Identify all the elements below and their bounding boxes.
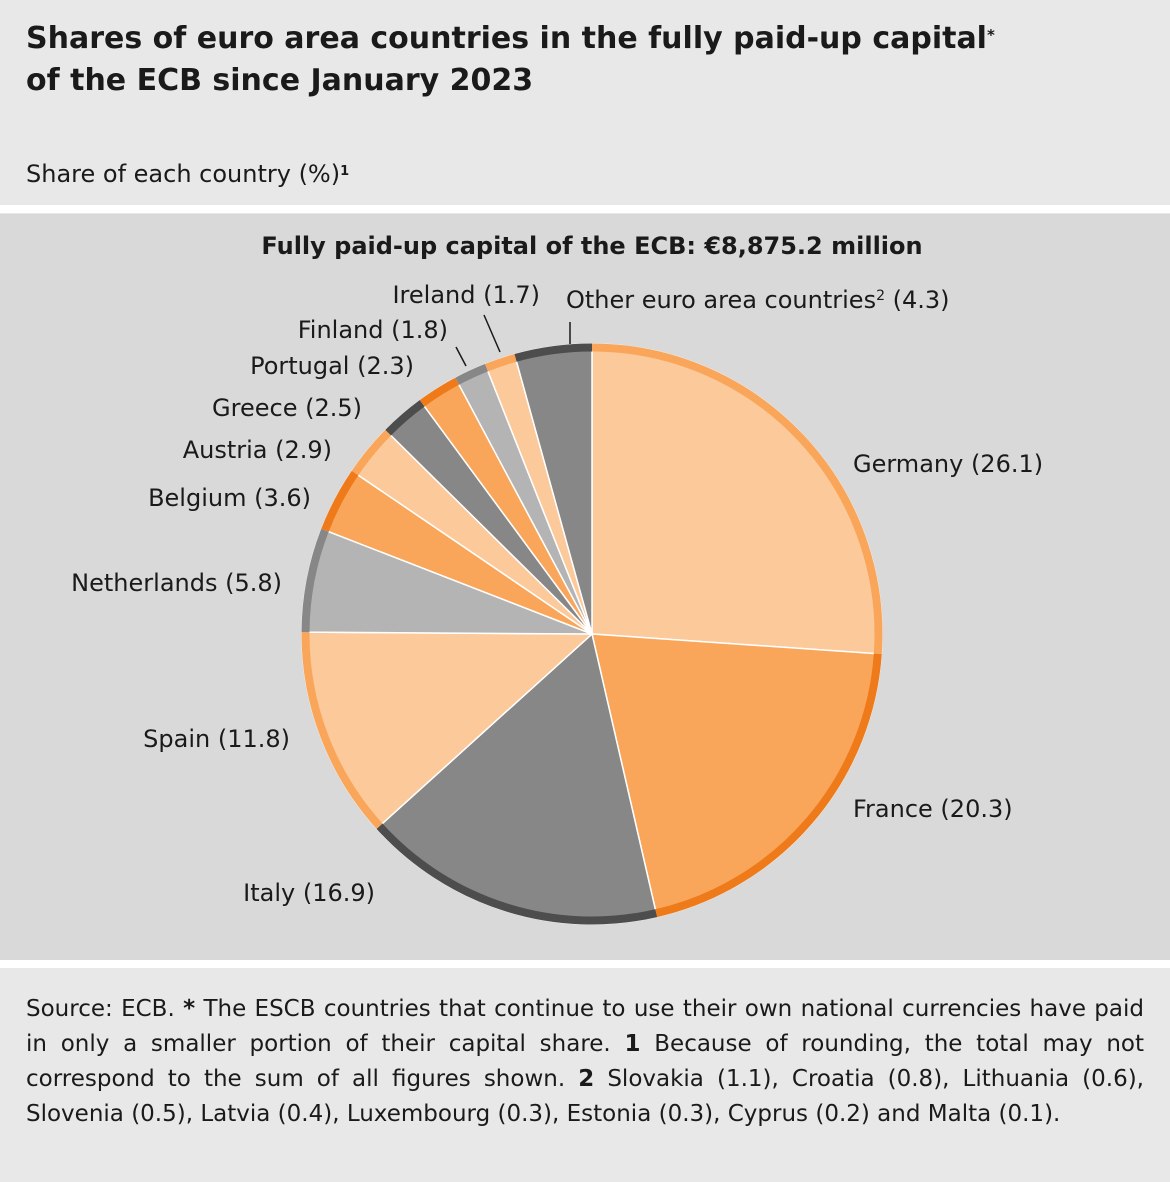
leader-line-finland (455, 346, 467, 367)
footnote-2-text: Slovakia (1.1), Croatia (0.8), Lithuania… (26, 1066, 1144, 1127)
pie-edge-netherlands (301, 528, 329, 633)
slice-label-greece: Greece (2.5) (212, 394, 362, 422)
pie-chart: Fully paid-up capital of the ECB: €8,875… (71, 232, 1043, 925)
footnote-star-text: The ESCB countries that continue to use … (26, 996, 1144, 1057)
pie-title: Fully paid-up capital of the ECB: €8,875… (261, 232, 922, 260)
chart-subtitle: Share of each country (%)1 (26, 158, 349, 190)
title-line-2: of the ECB since January 2023 (26, 63, 534, 98)
slice-label-portugal: Portugal (2.3) (250, 352, 414, 380)
footnote-1-text: Because of rounding, the total may not c… (26, 1031, 1145, 1092)
slice-label-italy: Italy (16.9) (243, 879, 375, 907)
pie-edge-portugal (419, 377, 460, 407)
subtitle-footnote-marker: 1 (340, 164, 350, 179)
slice-label-spain: Spain (11.8) (143, 725, 290, 753)
pie-edge-other-euro-area-countries (514, 343, 593, 362)
pie-edge-italy (376, 823, 658, 925)
slice-label-france: France (20.3) (853, 795, 1013, 823)
chart-header: Shares of euro area countries in the ful… (0, 0, 1170, 205)
pie-edge-greece (385, 400, 425, 436)
chart-title: Shares of euro area countries in the ful… (26, 18, 1126, 102)
pie-edge-germany (591, 343, 883, 655)
top-divider (0, 205, 1170, 213)
footnote-star-marker: * (183, 996, 196, 1022)
pie-leader-lines (455, 314, 571, 367)
slice-label-ireland: Ireland (1.7) (392, 281, 540, 309)
footnote-2-marker: 2 (578, 1066, 595, 1092)
slice-label-netherlands: Netherlands (5.8) (71, 569, 282, 597)
leader-line-ireland (483, 314, 501, 353)
pie-labels: Germany (26.1) France (20.3) Italy (16.9) S… (71, 281, 1043, 907)
source-note: Source: ECB. (26, 996, 175, 1022)
slice-label-finland: Finland (1.8) (298, 316, 448, 344)
pie-slice-edges (301, 343, 883, 925)
pie-edge-ireland (485, 354, 517, 372)
pie-edge-austria (351, 429, 392, 476)
pie-edge-spain (301, 632, 383, 829)
subtitle-text: Share of each country (%) (26, 160, 341, 188)
pie-edge-belgium (321, 470, 359, 532)
pie-edge-france (655, 653, 882, 918)
chart-footnotes: Source: ECB. * The ESCB countries that c… (26, 992, 1144, 1132)
bottom-divider (0, 960, 1170, 968)
slice-label-other-euro-area-countries: Other euro area countries2 (4.3) (566, 286, 950, 314)
title-footnote-marker: * (986, 26, 995, 44)
slice-label-germany: Germany (26.1) (853, 450, 1043, 478)
footnote-1-marker: 1 (624, 1031, 641, 1057)
chart-panel: Fully paid-up capital of the ECB: €8,875… (0, 214, 1170, 960)
pie-edge-finland (455, 363, 489, 385)
slice-label-belgium: Belgium (3.6) (148, 484, 311, 512)
slice-label-austria: Austria (2.9) (183, 436, 332, 464)
title-line-1: Shares of euro area countries in the ful… (26, 21, 987, 56)
